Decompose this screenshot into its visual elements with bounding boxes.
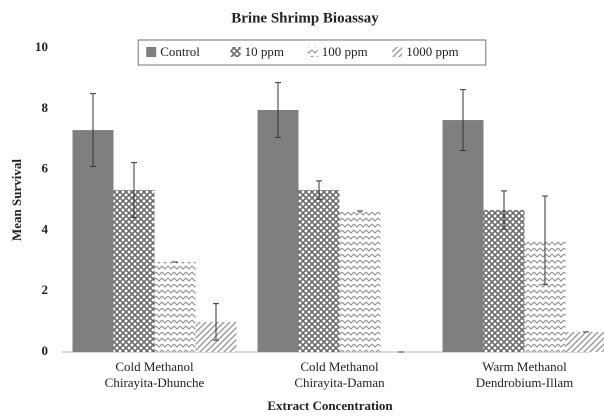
y-axis-label: Mean Survival xyxy=(9,159,24,241)
legend-swatch xyxy=(392,47,403,57)
y-tick-label: 2 xyxy=(42,282,49,297)
bar xyxy=(257,110,299,353)
y-tick-label: 6 xyxy=(42,161,49,176)
error-bar xyxy=(275,82,281,138)
error-bar xyxy=(542,195,548,285)
legend-label: 10 ppm xyxy=(245,44,284,59)
bar xyxy=(442,120,484,352)
legend-swatch xyxy=(307,47,318,57)
y-tick-label: 4 xyxy=(42,221,49,236)
bar xyxy=(483,210,525,352)
error-bar xyxy=(316,180,322,200)
error-bar xyxy=(501,190,507,230)
y-tick-label: 10 xyxy=(35,39,48,54)
error-bar xyxy=(90,93,96,168)
y-tick-label: 0 xyxy=(42,343,49,358)
x-tick-label: Chirayita-Daman xyxy=(294,375,385,390)
y-tick-label: 8 xyxy=(42,100,49,115)
legend-label: 100 ppm xyxy=(322,44,368,59)
x-tick-label: Cold Methanol xyxy=(300,359,379,374)
bar xyxy=(154,262,196,352)
x-tick-label: Chirayita-Dhunche xyxy=(105,375,205,390)
x-tick-label: Warm Methanol xyxy=(482,359,567,374)
legend-swatch xyxy=(146,47,157,57)
x-tick-label: Cold Methanol xyxy=(115,359,194,374)
bar xyxy=(298,189,340,352)
x-tick-label: Dendrobium-Illam xyxy=(476,375,573,390)
legend-label: 1000 ppm xyxy=(406,44,458,59)
error-bar xyxy=(213,303,219,341)
bar xyxy=(339,210,381,352)
bar xyxy=(565,331,604,352)
legend-swatch xyxy=(230,47,241,57)
x-axis-label: Extract Concentration xyxy=(267,398,393,413)
error-bar xyxy=(131,162,137,218)
legend-label: Control xyxy=(160,44,200,59)
bar xyxy=(72,130,114,352)
chart-title: Brine Shrimp Bioassay xyxy=(231,10,379,26)
error-bar xyxy=(460,89,466,151)
legend: Control 10 ppm 100 ppm 1000 ppm xyxy=(137,39,487,66)
